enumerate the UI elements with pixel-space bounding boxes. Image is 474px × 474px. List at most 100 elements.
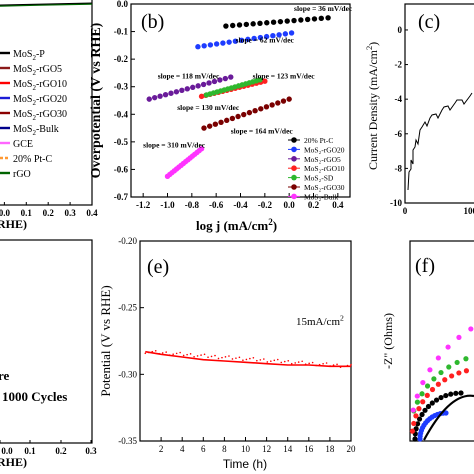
data-point bbox=[275, 100, 281, 106]
data-point bbox=[445, 344, 451, 350]
legend-marker bbox=[291, 137, 297, 143]
x-tick-label: -1.0 bbox=[160, 200, 175, 210]
data-point bbox=[304, 16, 311, 23]
x-tick-label: 0.1 bbox=[24, 446, 36, 456]
data-point bbox=[172, 353, 174, 355]
legend-entry: MoS2-rGO5 bbox=[13, 64, 62, 77]
data-point bbox=[308, 362, 310, 365]
data-point bbox=[250, 21, 256, 27]
x-tick-label: 0.2 bbox=[43, 208, 55, 218]
data-point bbox=[419, 411, 425, 418]
x-tick-label: 0.2 bbox=[308, 200, 320, 210]
panel-label-bg bbox=[408, 7, 456, 32]
legend-entry: MoS2-P bbox=[13, 49, 45, 62]
data-point bbox=[220, 40, 226, 46]
data-point bbox=[339, 366, 342, 368]
legend-entry: MoS₂-rGO20 bbox=[304, 145, 345, 154]
data-point bbox=[263, 33, 270, 40]
data-point bbox=[442, 377, 448, 383]
data-point bbox=[147, 351, 150, 354]
x-tick-label: -0.2 bbox=[258, 200, 273, 210]
y-axis-label: Overpotential (V vs RHE) bbox=[89, 22, 104, 178]
x-tick-label: 16 bbox=[304, 444, 314, 454]
data-point bbox=[413, 426, 419, 432]
data-point bbox=[257, 34, 264, 41]
plot-frame bbox=[404, 3, 474, 204]
data-point bbox=[235, 113, 241, 120]
data-point bbox=[235, 357, 237, 359]
legend-marker bbox=[291, 146, 297, 153]
x-tick-label: 2 bbox=[159, 444, 164, 454]
data-point bbox=[151, 94, 158, 101]
data-point bbox=[433, 397, 440, 403]
x-tick-label: 0.4 bbox=[86, 208, 98, 218]
data-point bbox=[350, 363, 352, 366]
data-point bbox=[449, 373, 455, 379]
slope-annotation: slope = 310 mV/dec bbox=[143, 140, 206, 149]
slope-annotation: slope = 130 mV/dec bbox=[177, 103, 240, 112]
x-tick-label: 0.1 bbox=[21, 208, 33, 218]
data-point bbox=[276, 32, 282, 38]
data-point bbox=[412, 436, 418, 442]
data-point bbox=[246, 109, 253, 116]
data-point bbox=[238, 37, 245, 44]
data-point bbox=[218, 119, 224, 125]
plot-frame bbox=[0, 0, 93, 206]
data-point bbox=[420, 399, 426, 405]
data-point bbox=[414, 393, 420, 399]
data-point bbox=[438, 369, 444, 376]
data-point bbox=[419, 391, 425, 397]
data-point bbox=[463, 368, 470, 374]
data-point bbox=[270, 33, 276, 39]
slope-annotation: slope = 62 mV/dec bbox=[236, 36, 295, 45]
panel-label: (c) bbox=[418, 11, 440, 33]
data-point bbox=[411, 420, 417, 427]
data-point bbox=[311, 361, 314, 364]
y-tick-label: -0.30 bbox=[118, 369, 137, 379]
y-axis-label: -Z" (Ohms) bbox=[381, 313, 395, 369]
plot-frame bbox=[139, 240, 352, 442]
panel-b: -1.2 -1.0 -0.8 -0.6 -0.4 -0.2 0.0 0.2 0.4 0.0 -0.1… bbox=[89, 0, 353, 233]
x-tick-label: 0.2 bbox=[55, 446, 67, 456]
data-point bbox=[269, 102, 275, 108]
data-point bbox=[311, 16, 318, 22]
data-point bbox=[325, 362, 328, 364]
data-point bbox=[413, 413, 419, 419]
legend-marker bbox=[291, 184, 297, 190]
data-point bbox=[207, 42, 214, 48]
data-point bbox=[456, 334, 462, 340]
data-point bbox=[224, 117, 230, 124]
x-tick-label: 18 bbox=[325, 444, 335, 454]
data-trace bbox=[407, 92, 473, 191]
data-point bbox=[210, 355, 213, 358]
y-tick-label: -0.35 bbox=[118, 436, 137, 446]
plot-frame bbox=[0, 239, 93, 444]
legend-marker bbox=[291, 174, 297, 181]
data-point bbox=[195, 44, 201, 50]
legend-entry: MoS₂-Bulk bbox=[304, 192, 339, 201]
data-point bbox=[429, 400, 435, 406]
x-tick-label: 4 bbox=[180, 444, 185, 454]
data-point bbox=[456, 370, 462, 376]
data-point bbox=[262, 78, 268, 84]
data-point bbox=[251, 35, 257, 42]
panel-label: (e) bbox=[147, 256, 169, 278]
legend-marker bbox=[291, 193, 297, 200]
data-point bbox=[286, 96, 292, 102]
data-point bbox=[198, 146, 205, 152]
data-point bbox=[217, 357, 220, 360]
data-point bbox=[264, 20, 270, 26]
slope-annotation: slope = 36 mV/dec bbox=[294, 4, 353, 13]
data-point bbox=[175, 352, 178, 355]
x-tick-label: 0.4 bbox=[332, 200, 344, 210]
data-point bbox=[238, 356, 241, 359]
data-point bbox=[245, 36, 251, 43]
data-point bbox=[336, 363, 338, 366]
data-point bbox=[446, 364, 452, 370]
data-point bbox=[298, 17, 304, 23]
panel-d: 0.0 0.1 0.2 0.3 RHE) re 1000 Cycles bbox=[0, 239, 97, 469]
data-point bbox=[454, 359, 460, 366]
data-point bbox=[186, 353, 188, 356]
data-point bbox=[243, 21, 250, 28]
y-tick-label: -0.7 bbox=[114, 192, 129, 202]
